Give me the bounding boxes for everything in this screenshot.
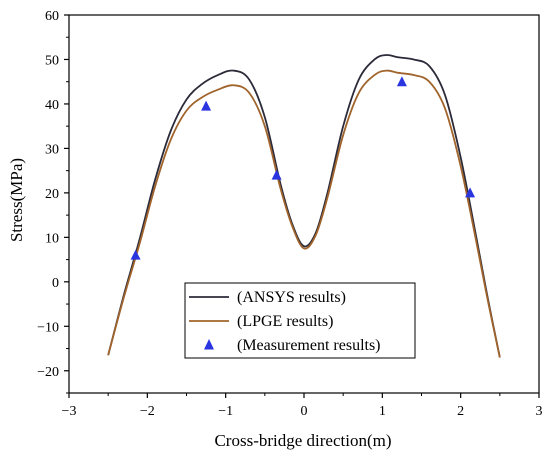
y-tick-label: 40	[45, 98, 59, 113]
measurement-point	[271, 169, 282, 180]
measurement-point	[396, 76, 407, 87]
y-tick-label: 20	[45, 187, 59, 202]
y-tick-label: 50	[45, 53, 59, 68]
measurement-point	[465, 187, 476, 198]
x-axis-label: Cross-bridge direction(m)	[214, 431, 391, 450]
series-layer	[107, 54, 501, 358]
x-tick-label: 2	[457, 404, 464, 419]
series-line-1	[107, 54, 501, 358]
x-tick-label: −1	[218, 404, 233, 419]
x-tick-label: −2	[140, 404, 155, 419]
measurement-point	[130, 249, 141, 260]
x-tick-label: 1	[379, 404, 386, 419]
x-tick-label: 0	[301, 404, 308, 419]
legend-entry-label: (LPGE results)	[237, 313, 333, 330]
x-tick-label: −3	[62, 404, 77, 419]
y-tick-label: 60	[45, 9, 59, 24]
y-tick-label: −20	[37, 365, 59, 380]
legend-marker-swatch	[204, 339, 214, 350]
y-tick-label: 30	[45, 142, 59, 157]
y-tick-label: −10	[37, 320, 59, 335]
legend-entry-label: (ANSYS results)	[237, 289, 346, 306]
y-tick-label: 0	[52, 276, 59, 291]
legend: (ANSYS results) (LPGE results) (Measuremen…	[184, 282, 416, 359]
y-tick-label: 10	[45, 231, 59, 246]
x-tick-label: 3	[536, 404, 543, 419]
measurement-point	[201, 100, 212, 111]
legend-entry-label: (Measurement results)	[237, 337, 381, 354]
axes-layer	[64, 14, 540, 398]
y-axis-label: Stress(MPa)	[7, 158, 26, 242]
series-line-2	[107, 69, 501, 358]
